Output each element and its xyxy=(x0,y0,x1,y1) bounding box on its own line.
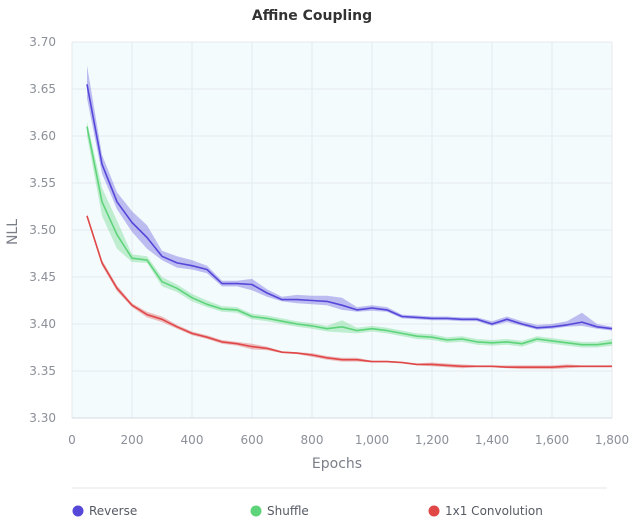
legend-label: Reverse xyxy=(89,504,137,518)
x-tick-label: 0 xyxy=(68,433,76,447)
x-tick-label: 200 xyxy=(121,433,144,447)
x-tick-label: 1,800 xyxy=(595,433,629,447)
legend-label: Shuffle xyxy=(267,504,309,518)
legend-swatch xyxy=(250,505,262,517)
legend-label: 1x1 Convolution xyxy=(445,504,543,518)
legend-swatch xyxy=(72,505,84,517)
x-tick-label: 600 xyxy=(241,433,264,447)
y-tick-label: 3.65 xyxy=(29,82,56,96)
y-tick-label: 3.45 xyxy=(29,270,56,284)
legend-swatch xyxy=(428,505,440,517)
series-lines xyxy=(86,84,613,369)
y-tick-label: 3.70 xyxy=(29,35,56,49)
y-axis-label: NLL xyxy=(5,219,21,245)
x-tick-label: 400 xyxy=(181,433,204,447)
y-tick-label: 3.60 xyxy=(29,129,56,143)
x-tick-label: 800 xyxy=(301,433,324,447)
x-tick-label: 1,200 xyxy=(415,433,449,447)
series-line xyxy=(86,84,613,330)
y-tick-label: 3.35 xyxy=(29,364,56,378)
series-line xyxy=(86,215,612,369)
x-axis-label: Epochs xyxy=(312,456,362,472)
grid-lines xyxy=(71,41,613,419)
x-tick-label: 1,400 xyxy=(475,433,509,447)
series-line xyxy=(86,126,613,346)
legend: Reverse Shuffle 1x1 Convolution xyxy=(72,504,543,518)
x-axis-ticks: 0 200 400 600 800 1,000 1,200 1,400 1,600 1,800 xyxy=(68,433,629,447)
y-tick-label: 3.50 xyxy=(29,223,56,237)
y-tick-label: 3.40 xyxy=(29,317,56,331)
y-axis-ticks: 3.30 3.35 3.40 3.45 3.50 3.55 3.60 3.65 3.70 xyxy=(29,35,56,425)
chart-title: Affine Coupling xyxy=(252,8,372,24)
x-tick-label: 1,600 xyxy=(535,433,569,447)
x-tick-label: 1,000 xyxy=(355,433,389,447)
y-tick-label: 3.30 xyxy=(29,411,56,425)
y-tick-label: 3.55 xyxy=(29,176,56,190)
